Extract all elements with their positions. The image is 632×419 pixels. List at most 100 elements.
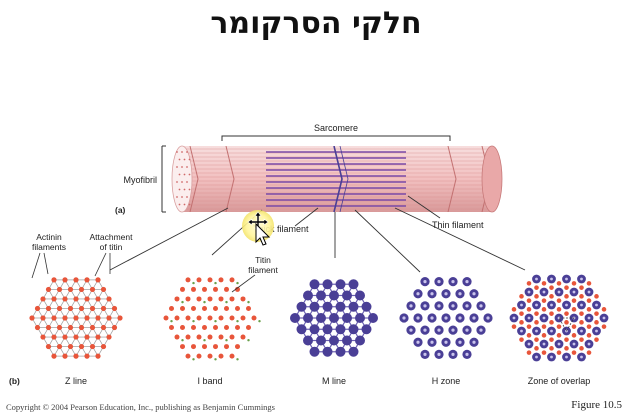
actin-filament [34,324,41,331]
actin-filament [541,307,547,312]
myosin-filament [342,335,352,346]
myosin-core [512,316,516,320]
actin-filament [251,315,257,321]
myosin-core [444,292,448,296]
actin-filament [67,286,74,293]
actin-filament [549,285,554,290]
actin-filament [586,324,592,329]
myosin-core [602,316,606,320]
actin-filament [534,320,539,325]
actin-filament [534,337,539,342]
actin-filament [571,307,577,312]
actin-filament [45,343,52,350]
m-line-mark [339,146,349,212]
attachment-label-2: of titin [100,242,123,252]
end-face-dot [181,166,183,168]
myosin-filament [329,290,339,301]
actin-filament [78,324,85,331]
actin-filament [78,286,85,293]
actin-filament [534,346,539,351]
actin-filament [89,324,96,331]
myosin-core [542,316,546,320]
titin-filament [170,319,173,323]
myosin-core [565,355,568,359]
actin-filament [213,305,218,311]
myosin-core [472,316,476,320]
titin-filament [225,300,228,304]
actin-filament [45,305,52,312]
leader-zone-overlap [394,207,526,271]
myosin-filament [303,290,313,301]
myosin-core [542,342,546,346]
actin-filament [62,353,68,359]
actin-filament [196,334,202,340]
actin-filament [191,325,196,331]
attachment-label-1: Attachment [90,232,134,242]
myosin-filament [342,290,352,301]
actin-filament [564,285,569,290]
actin-filament [549,346,554,351]
myosin-filament [322,279,333,290]
actin-filament [84,334,90,340]
actin-filament [185,296,191,302]
actin-filament [67,343,74,350]
actin-filament [224,286,229,292]
actin-filament [180,325,185,331]
actin-filament [594,337,599,342]
actin-filament [556,281,562,286]
titin-filament [236,319,239,323]
section-label-i-band: I band [197,376,222,386]
actin-filament [100,305,107,312]
actin-filament [218,353,224,359]
myosin-core [580,329,583,333]
actin-filament [180,344,185,350]
actin-filament [202,286,207,292]
actin-filament [594,294,599,299]
actin-filament [174,315,180,321]
actin-filament [84,277,90,283]
actin-filament [519,337,524,342]
actin-filament [100,343,107,350]
part-b-label: (b) [9,376,20,386]
end-face-dot [186,151,188,153]
copyright-notice: Copyright © 2004 Pearson Education, Inc.… [6,402,275,412]
actin-filament [541,350,547,355]
actin-filament [56,305,63,312]
myosin-core [550,355,553,359]
actin-filament [229,334,235,340]
end-face-dot [183,173,186,176]
actin-filament [73,296,79,302]
actin-filament [202,344,207,350]
actin-filament [579,337,584,342]
actin-filament [235,325,240,331]
myosin-core [595,303,598,307]
myosin-core [550,277,553,281]
myosin-filament [309,279,320,290]
actin-filament [62,296,68,302]
actin-filament [191,344,196,350]
actin-filament [218,315,224,321]
actin-filament [556,307,562,312]
actin-filament [549,320,554,325]
actin-filament [541,333,547,338]
z-disc [189,146,199,212]
myosin-core [409,304,413,308]
section-label-m-line: M line [322,376,346,386]
myosin-core [587,290,591,294]
actin-filament [51,296,57,302]
myosin-core [437,280,441,284]
myosin-core [444,340,448,344]
myosin-core [527,290,531,294]
actin-filament [564,346,569,351]
actin-filament [586,350,592,355]
myosin-filament [309,346,320,357]
actin-filament [564,320,569,325]
actin-filament [207,315,213,321]
myosin-filament [348,301,359,312]
actin-filament [207,296,213,302]
actin-filament [564,337,569,342]
end-face-dot [186,196,188,198]
myosin-core [416,316,420,320]
actin-filament [45,324,52,331]
section-label-zone-of-overlap: Zone of overlap [528,376,591,386]
